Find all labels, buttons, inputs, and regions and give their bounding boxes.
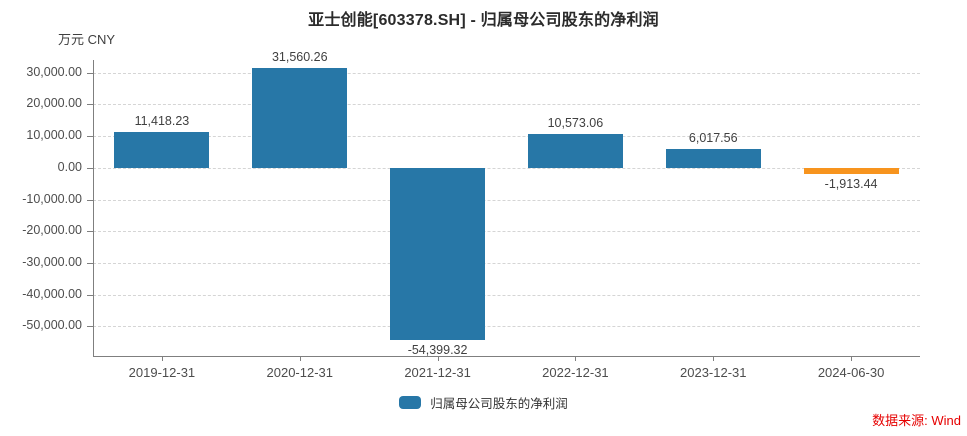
y-gridline xyxy=(93,199,920,201)
x-axis-tick-label: 2019-12-31 xyxy=(128,365,196,380)
x-axis-tick xyxy=(161,356,163,361)
y-axis-tick xyxy=(87,326,93,328)
x-axis-tick xyxy=(299,356,301,361)
bar-value-label: -1,913.44 xyxy=(824,176,878,191)
y-gridline xyxy=(93,263,920,265)
y-axis-unit-label: 万元 CNY xyxy=(58,32,116,47)
x-axis-line xyxy=(93,356,920,357)
y-gridline xyxy=(93,72,920,74)
x-axis-tick-label: 2022-12-31 xyxy=(542,365,609,380)
y-gridline xyxy=(93,167,920,169)
legend-swatch xyxy=(399,396,422,409)
x-axis-tick-label: 2021-12-31 xyxy=(404,365,471,380)
y-axis-tick xyxy=(87,294,93,296)
x-axis-tick-label: 2024-06-30 xyxy=(817,365,885,380)
bar[interactable] xyxy=(803,167,899,174)
y-axis-tick xyxy=(87,104,93,106)
bar-value-label: 10,573.06 xyxy=(547,116,604,131)
x-axis-tick xyxy=(437,356,439,361)
y-axis-tick xyxy=(87,231,93,233)
legend-label: 归属母公司股东的净利润 xyxy=(430,397,568,411)
bar[interactable] xyxy=(390,167,486,341)
x-axis-tick xyxy=(713,356,715,361)
y-axis-tick-label: -40,000.00 xyxy=(22,286,82,301)
bar[interactable] xyxy=(252,67,348,168)
y-gridline xyxy=(93,104,920,106)
y-gridline xyxy=(93,294,920,296)
y-axis-tick-label: -20,000.00 xyxy=(22,223,82,238)
y-axis-tick xyxy=(87,199,93,201)
y-axis-tick-label: 0.00 xyxy=(57,159,82,174)
y-axis-tick xyxy=(87,72,93,74)
y-gridline xyxy=(93,231,920,233)
bar-value-label: 6,017.56 xyxy=(688,130,738,145)
data-source-label: 数据来源: Wind xyxy=(872,413,961,428)
y-axis-tick xyxy=(87,167,93,169)
y-axis-tick-label: -30,000.00 xyxy=(22,255,82,270)
bar-value-label: 31,560.26 xyxy=(271,49,328,64)
bar[interactable] xyxy=(665,148,761,168)
x-axis-tick-label: 2020-12-31 xyxy=(266,365,334,380)
legend: 归属母公司股东的净利润 xyxy=(0,393,967,412)
y-gridline xyxy=(93,136,920,138)
y-axis-tick-label: 10,000.00 xyxy=(26,128,82,143)
x-axis-tick-label: 2023-12-31 xyxy=(680,365,747,380)
y-axis-tick-label: -50,000.00 xyxy=(22,318,82,333)
x-axis-tick xyxy=(851,356,853,361)
bar[interactable] xyxy=(114,131,210,168)
y-axis-tick xyxy=(87,136,93,138)
y-axis-tick-label: -10,000.00 xyxy=(22,191,82,206)
chart-title: 亚士创能[603378.SH] - 归属母公司股东的净利润 xyxy=(308,12,659,29)
x-axis-tick xyxy=(575,356,577,361)
bar-value-label: -54,399.32 xyxy=(407,343,468,358)
y-axis-tick xyxy=(87,263,93,265)
y-axis-line xyxy=(93,60,94,356)
y-gridline xyxy=(93,326,920,328)
bar-value-label: 11,418.23 xyxy=(134,113,190,128)
y-axis-tick-label: 20,000.00 xyxy=(26,96,82,111)
y-axis-tick-label: 30,000.00 xyxy=(26,64,82,79)
bar[interactable] xyxy=(527,134,623,168)
